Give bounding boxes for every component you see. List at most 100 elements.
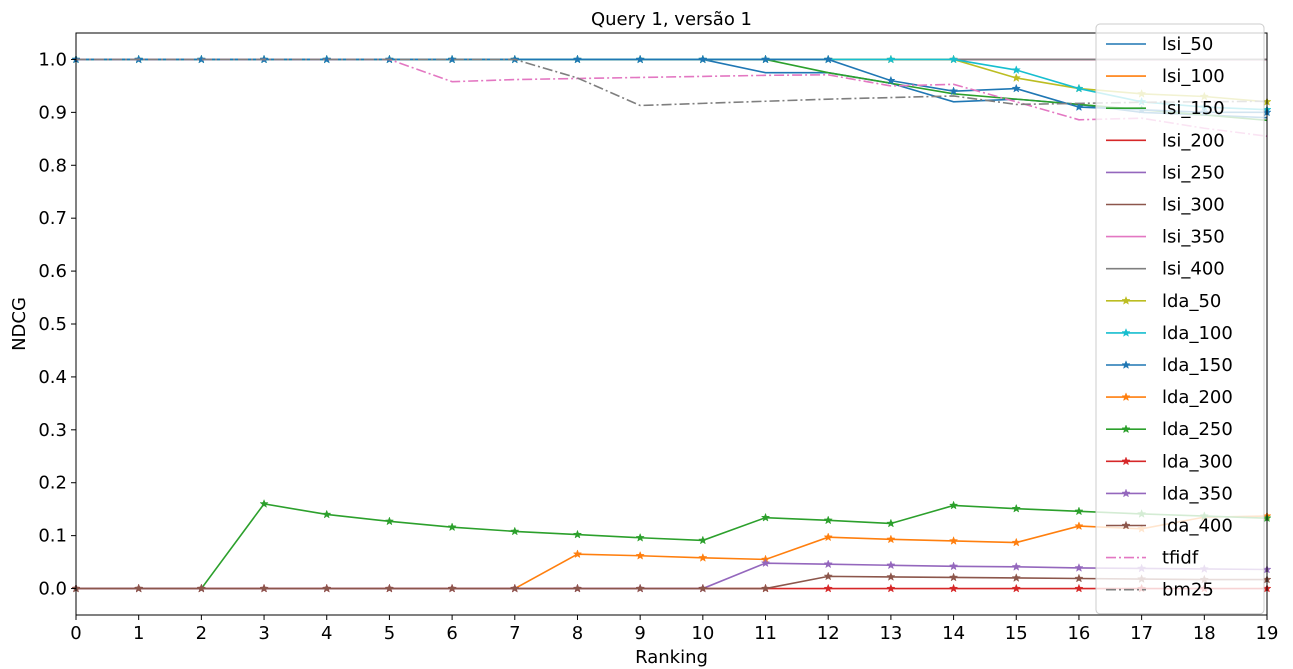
legend-entry-lsi_300: lsi_300: [1106, 195, 1225, 216]
x-tick-label: 19: [1256, 623, 1279, 644]
legend-entry-lda_150: lda_150: [1106, 355, 1233, 376]
data-point: [572, 583, 583, 593]
series-line-lda_200: [76, 515, 1268, 590]
legend-label: lsi_350: [1162, 227, 1225, 248]
data-point: [572, 529, 583, 539]
legend-marker: [1121, 392, 1131, 402]
data-point: [572, 54, 583, 64]
x-tick-label: 11: [754, 623, 777, 644]
legend-entry-lsi_250: lsi_250: [1106, 162, 1225, 183]
series-bm25: [76, 58, 1268, 107]
data-point: [510, 583, 520, 593]
data-point: [823, 571, 833, 581]
legend-marker: [1121, 488, 1131, 498]
x-tick-label: 7: [509, 623, 520, 644]
legend-entry-lda_200: lda_200: [1106, 387, 1233, 408]
legend-entry-lda_300: lda_300: [1106, 451, 1233, 472]
data-point: [886, 518, 896, 528]
data-point: [886, 560, 896, 570]
legend-marker: [1121, 360, 1131, 369]
data-point: [635, 54, 645, 64]
series-lda_50: [71, 54, 1272, 106]
data-point: [1074, 102, 1084, 112]
data-point: [760, 54, 771, 64]
legend-entry-lsi_150: lsi_150: [1106, 98, 1225, 119]
legend-label: lda_300: [1162, 451, 1233, 472]
data-point: [948, 86, 959, 96]
data-point: [698, 54, 708, 64]
x-tick-label: 13: [879, 623, 902, 644]
x-tick-label: 16: [1067, 623, 1090, 644]
legend-label: lsi_100: [1162, 66, 1225, 87]
data-point: [259, 583, 269, 593]
series-line-tfidf: [76, 58, 1268, 137]
y-tick-label: 0.2: [38, 473, 67, 494]
data-point: [1011, 65, 1021, 75]
data-point: [698, 583, 708, 593]
x-tick-label: 2: [196, 623, 207, 644]
legend-entry-lsi_400: lsi_400: [1106, 259, 1225, 280]
y-tick-label: 0.1: [38, 526, 67, 547]
data-point: [823, 559, 833, 569]
data-point: [322, 509, 332, 519]
legend-entry-lsi_100: lsi_100: [1106, 66, 1225, 87]
x-tick-label: 0: [70, 623, 81, 644]
legend-label: tfidf: [1162, 548, 1199, 569]
data-point: [948, 583, 959, 593]
legend-label: lsi_150: [1162, 98, 1225, 119]
legend-entry-lda_50: lda_50: [1106, 291, 1221, 312]
data-point: [948, 536, 959, 545]
data-point: [322, 583, 332, 593]
y-tick-label: 0.7: [38, 208, 67, 229]
data-point: [886, 534, 896, 544]
data-point: [259, 498, 269, 508]
data-point: [572, 549, 583, 559]
data-point: [1074, 573, 1084, 583]
data-point: [823, 54, 833, 64]
legend-label: lsi_400: [1162, 259, 1225, 280]
legend-label: lda_100: [1162, 323, 1233, 344]
data-point: [635, 550, 645, 560]
legend-entry-lda_100: lda_100: [1106, 323, 1233, 344]
data-point: [760, 558, 771, 568]
data-point: [760, 583, 771, 593]
data-point: [1011, 83, 1021, 93]
legend-entry-lda_400: lda_400: [1106, 516, 1233, 537]
data-point: [1011, 561, 1021, 571]
legend-marker: [1121, 456, 1131, 466]
y-tick-label: 0.3: [38, 420, 67, 441]
legend-label: lda_400: [1162, 516, 1233, 537]
data-point: [948, 572, 959, 582]
legend-box: [1095, 23, 1265, 615]
legend-marker: [1121, 424, 1131, 434]
data-point: [886, 54, 896, 64]
legend-label: lsi_200: [1162, 130, 1225, 151]
data-point: [823, 532, 833, 542]
data-point: [1011, 537, 1021, 547]
x-tick-label: 4: [321, 623, 332, 644]
data-point: [1011, 503, 1021, 513]
data-point: [134, 583, 144, 593]
legend-marker: [1121, 295, 1131, 305]
x-tick-label: 10: [691, 623, 714, 644]
legend-label: bm25: [1162, 580, 1214, 601]
y-axis-label: NDCG: [9, 297, 30, 351]
data-point: [447, 583, 457, 593]
y-tick-label: 0.0: [38, 579, 67, 600]
y-tick-label: 0.6: [38, 261, 67, 282]
legend-label: lda_150: [1162, 355, 1233, 376]
y-tick-label: 0.9: [38, 102, 67, 123]
series-line-lda_250: [76, 503, 1268, 590]
data-point: [823, 515, 833, 525]
x-tick-label: 12: [817, 623, 840, 644]
x-tick-label: 14: [942, 623, 965, 644]
legend-label: lda_200: [1162, 387, 1233, 408]
data-point: [1074, 506, 1084, 516]
data-point: [1074, 83, 1084, 93]
x-tick-label: 3: [258, 623, 269, 644]
y-tick-label: 0.5: [38, 314, 67, 335]
y-tick-label: 1.0: [38, 49, 67, 70]
x-axis-label: Ranking: [635, 647, 708, 668]
legend-entry-lsi_200: lsi_200: [1106, 130, 1225, 151]
legend-label: lsi_250: [1162, 162, 1225, 183]
